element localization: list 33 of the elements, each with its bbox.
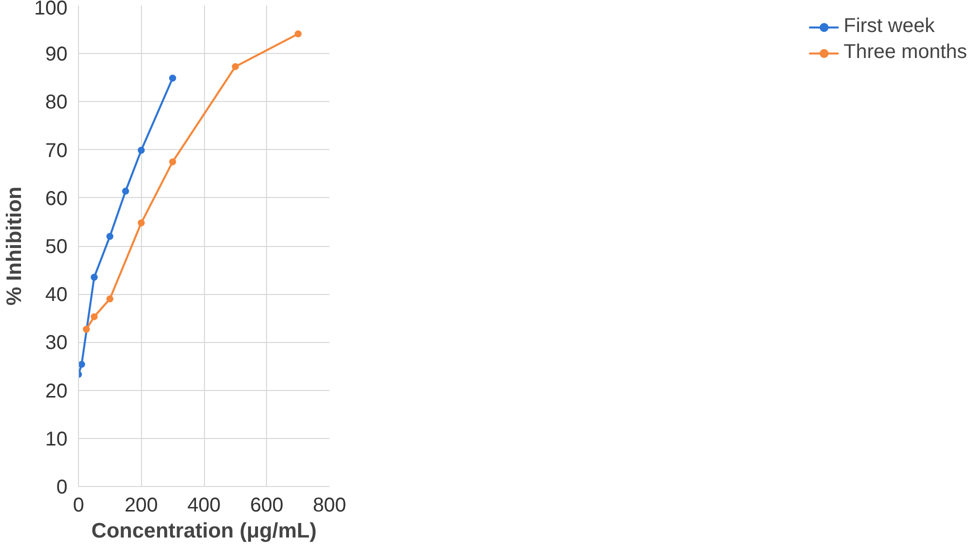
point xyxy=(106,295,114,302)
y-tick-label: 70 xyxy=(45,140,68,162)
y-axis-title: % Inhibition xyxy=(3,186,26,306)
legend-label: Three months xyxy=(844,41,967,64)
x-tick-label: 800 xyxy=(312,494,346,516)
x-tick-label: 200 xyxy=(124,494,158,516)
x-tick-label: 600 xyxy=(250,494,284,516)
y-tick-label: 10 xyxy=(45,428,68,450)
point xyxy=(138,146,145,154)
x-tick-label: 400 xyxy=(187,494,221,516)
point xyxy=(122,188,130,195)
point xyxy=(294,30,302,38)
y-tick-label: 40 xyxy=(45,284,68,306)
x-tick-label: 0 xyxy=(72,494,84,516)
y-tick-label: 80 xyxy=(45,92,68,114)
point xyxy=(106,232,114,240)
point xyxy=(90,313,98,320)
y-tick-label: 50 xyxy=(45,236,68,258)
y-tick-label: 60 xyxy=(45,188,68,210)
y-tick-label: 100 xyxy=(34,0,68,20)
point xyxy=(169,158,176,166)
point xyxy=(90,274,98,281)
point xyxy=(82,326,90,333)
y-tick-label: 30 xyxy=(45,332,68,354)
y-tick-label: 90 xyxy=(45,44,68,66)
point xyxy=(138,219,145,226)
y-tick-label: 20 xyxy=(45,380,68,402)
x-axis-title: Concentration (μg/mL) xyxy=(91,520,317,542)
legend-label: First week xyxy=(844,15,935,38)
point xyxy=(78,360,86,368)
y-tick-label: 0 xyxy=(56,476,68,498)
point xyxy=(169,74,176,82)
point xyxy=(232,63,239,70)
